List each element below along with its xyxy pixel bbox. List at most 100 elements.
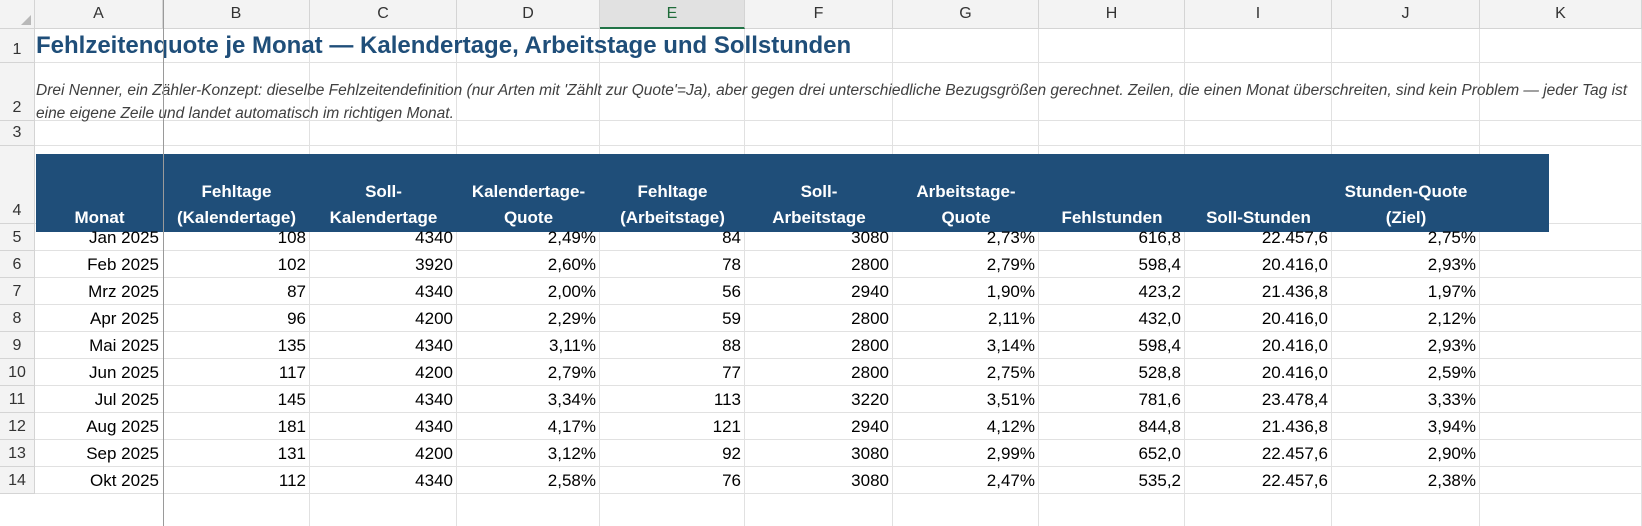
column-header-h[interactable]: H [1039,0,1185,29]
column-header-f[interactable]: F [745,0,893,29]
value-cell[interactable]: 2800 [851,336,889,355]
value-cell[interactable]: 131 [277,444,306,463]
row-header-6[interactable]: 6 [0,251,35,278]
row-header-2[interactable]: 2 [0,63,35,121]
value-cell[interactable]: 2,93% [1427,336,1476,355]
value-cell[interactable]: 2,73% [986,228,1035,247]
value-cell[interactable]: 59 [722,309,741,328]
value-cell[interactable]: 92 [722,444,741,463]
table-header-cell[interactable]: Soll- Arbeitstage [745,154,893,232]
value-cell[interactable]: 432,0 [1138,309,1181,328]
value-cell[interactable]: 135 [277,336,306,355]
row-header-11[interactable]: 11 [0,386,35,413]
value-cell[interactable]: 77 [722,363,741,382]
value-cell[interactable]: 2,47% [986,471,1035,490]
value-cell[interactable]: 84 [722,228,741,247]
value-cell[interactable]: 2,99% [986,444,1035,463]
value-cell[interactable]: 21.436,8 [1261,417,1328,436]
month-cell[interactable]: Jan 2025 [89,228,159,247]
value-cell[interactable]: 2,49% [547,228,596,247]
value-cell[interactable]: 2,93% [1427,255,1476,274]
row-header-3[interactable]: 3 [0,121,35,146]
column-header-b[interactable]: B [163,0,310,29]
month-cell[interactable]: Feb 2025 [87,255,159,274]
value-cell[interactable]: 2,12% [1427,309,1476,328]
value-cell[interactable]: 535,2 [1138,471,1181,490]
value-cell[interactable]: 3,34% [547,390,596,409]
value-cell[interactable]: 2,90% [1427,444,1476,463]
value-cell[interactable]: 4340 [415,336,453,355]
value-cell[interactable]: 2800 [851,255,889,274]
value-cell[interactable]: 88 [722,336,741,355]
value-cell[interactable]: 2,58% [547,471,596,490]
table-header-cell[interactable]: Monat [36,154,163,232]
value-cell[interactable]: 4200 [415,309,453,328]
column-header-g[interactable]: G [893,0,1039,29]
value-cell[interactable]: 121 [712,417,741,436]
column-header-a[interactable]: A [35,0,163,29]
value-cell[interactable]: 3220 [851,390,889,409]
month-cell[interactable]: Jul 2025 [94,390,159,409]
value-cell[interactable]: 76 [722,471,741,490]
row-header-9[interactable]: 9 [0,332,35,359]
row-header-12[interactable]: 12 [0,413,35,440]
month-cell[interactable]: Mrz 2025 [88,282,159,301]
month-cell[interactable]: Mai 2025 [89,336,159,355]
row-header-13[interactable]: 13 [0,440,35,467]
value-cell[interactable]: 4200 [415,363,453,382]
value-cell[interactable]: 598,4 [1138,336,1181,355]
value-cell[interactable]: 56 [722,282,741,301]
value-cell[interactable]: 2,38% [1427,471,1476,490]
row-header-7[interactable]: 7 [0,278,35,305]
value-cell[interactable]: 844,8 [1138,417,1181,436]
value-cell[interactable]: 423,2 [1138,282,1181,301]
value-cell[interactable]: 108 [277,228,306,247]
month-cell[interactable]: Sep 2025 [86,444,159,463]
value-cell[interactable]: 3080 [851,444,889,463]
value-cell[interactable]: 1,97% [1427,282,1476,301]
value-cell[interactable]: 652,0 [1138,444,1181,463]
value-cell[interactable]: 3,51% [986,390,1035,409]
value-cell[interactable]: 4,17% [547,417,596,436]
value-cell[interactable]: 113 [713,390,741,409]
row-header-10[interactable]: 10 [0,359,35,386]
value-cell[interactable]: 4340 [415,228,453,247]
table-header-cell[interactable]: Arbeitstage- Quote [893,154,1039,232]
table-header-cell[interactable]: Stunden-Quote (Ziel) [1332,154,1480,232]
month-cell[interactable]: Aug 2025 [86,417,159,436]
value-cell[interactable]: 2,11% [988,309,1035,328]
value-cell[interactable]: 3,33% [1427,390,1476,409]
value-cell[interactable]: 2,59% [1427,363,1476,382]
value-cell[interactable]: 78 [722,255,741,274]
value-cell[interactable]: 2800 [851,363,889,382]
value-cell[interactable]: 181 [277,417,306,436]
value-cell[interactable]: 1,90% [986,282,1035,301]
value-cell[interactable]: 4340 [415,282,453,301]
table-header-cell[interactable]: Soll- Kalendertage [310,154,457,232]
value-cell[interactable]: 20.416,0 [1261,255,1328,274]
table-header-cell[interactable]: Kalendertage- Quote [457,154,600,232]
value-cell[interactable]: 145 [277,390,306,409]
column-header-k[interactable]: K [1480,0,1642,29]
value-cell[interactable]: 22.457,6 [1261,471,1328,490]
value-cell[interactable]: 3,14% [986,336,1035,355]
column-header-i[interactable]: I [1185,0,1332,29]
value-cell[interactable]: 2,60% [547,255,596,274]
value-cell[interactable]: 2800 [851,309,889,328]
sheet-title[interactable]: Fehlzeitenquote je Monat — Kalendertage,… [36,32,852,59]
value-cell[interactable]: 781,6 [1138,390,1181,409]
column-header-d[interactable]: D [457,0,600,29]
value-cell[interactable]: 2,79% [547,363,596,382]
value-cell[interactable]: 4200 [415,444,453,463]
sheet-subtitle[interactable]: Drei Nenner, ein Zähler-Konzept: dieselb… [36,82,1628,122]
value-cell[interactable]: 3,12% [547,444,596,463]
value-cell[interactable]: 2,29% [547,309,596,328]
table-header-cell[interactable]: Fehlstunden [1039,154,1185,232]
value-cell[interactable]: 22.457,6 [1261,228,1328,247]
table-header-cell[interactable]: Soll-Stunden [1185,154,1332,232]
row-header-5[interactable]: 5 [0,224,35,251]
select-all-corner[interactable] [0,0,35,29]
value-cell[interactable]: 117 [278,363,306,382]
row-header-1[interactable]: 1 [0,29,35,63]
value-cell[interactable]: 22.457,6 [1261,444,1328,463]
